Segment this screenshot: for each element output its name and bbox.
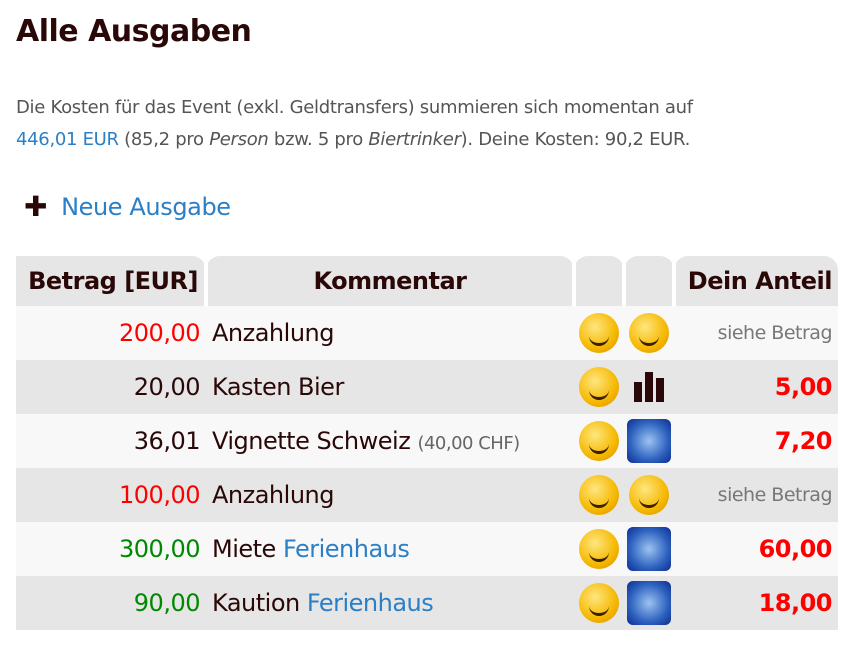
amount: 200,00	[16, 306, 206, 360]
comment: Kaution Ferienhaus	[206, 576, 574, 630]
comment: Miete Ferienhaus	[206, 522, 574, 576]
participants-cell	[624, 576, 674, 630]
header-icon1	[572, 256, 624, 306]
new-expense-label: Neue Ausgabe	[61, 192, 231, 221]
new-expense-button[interactable]: ✚ Neue Ausgabe	[24, 190, 231, 223]
page-title: Alle Ausgaben	[16, 14, 252, 49]
participants-cell	[624, 360, 674, 414]
photo-icon[interactable]	[627, 419, 671, 463]
your-share: siehe Betrag	[674, 306, 838, 360]
comment: Vignette Schweiz (40,00 CHF)	[206, 414, 574, 468]
beer-label: Biertrinker	[368, 129, 461, 150]
table-row[interactable]: 36,01 Vignette Schweiz (40,00 CHF) 7,20	[16, 414, 838, 468]
person-label: Person	[209, 129, 269, 150]
total-link[interactable]: 446,01 EUR	[16, 129, 119, 150]
payer-cell	[574, 414, 624, 468]
comment-link[interactable]: Ferienhaus	[306, 589, 434, 617]
header-comment[interactable]: Kommentar	[204, 256, 574, 306]
smiley-icon[interactable]	[579, 529, 619, 569]
comment: Anzahlung	[206, 468, 574, 522]
header-share[interactable]: Dein Anteil	[672, 256, 838, 306]
comment-text: Vignette Schweiz	[212, 427, 411, 455]
smiley-laughing-icon[interactable]	[579, 475, 619, 515]
payer-cell	[574, 360, 624, 414]
smiley-laughing-icon[interactable]	[579, 421, 619, 461]
comment-text: Anzahlung	[212, 481, 334, 509]
table-row[interactable]: 20,00 Kasten Bier 5,00	[16, 360, 838, 414]
summary-text: bzw. 5 pro	[268, 129, 369, 150]
your-share: 18,00	[674, 576, 838, 630]
cost-summary: Die Kosten für das Event (exkl. Geldtran…	[16, 92, 836, 156]
your-share: 7,20	[674, 414, 838, 468]
participants-cell	[624, 468, 674, 522]
payer-cell	[574, 522, 624, 576]
amount: 36,01	[16, 414, 206, 468]
table-row[interactable]: 100,00 Anzahlung siehe Betrag	[16, 468, 838, 522]
amount: 300,00	[16, 522, 206, 576]
comment-text: Kaution	[212, 589, 300, 617]
participants-cell	[624, 414, 674, 468]
comment-text: Anzahlung	[212, 319, 334, 347]
smiley-icon[interactable]	[629, 475, 669, 515]
summary-text: (85,2 pro	[118, 129, 210, 150]
amount: 100,00	[16, 468, 206, 522]
header-amount[interactable]: Betrag [EUR]	[16, 256, 206, 306]
smiley-icon[interactable]	[579, 583, 619, 623]
payer-cell	[574, 468, 624, 522]
expenses-table: Betrag [EUR] Kommentar Dein Anteil 200,0…	[16, 256, 838, 630]
table-row[interactable]: 300,00 Miete Ferienhaus 60,00	[16, 522, 838, 576]
smiley-laughing-icon[interactable]	[579, 313, 619, 353]
comment: Kasten Bier	[206, 360, 574, 414]
bar-chart-icon[interactable]	[634, 372, 664, 402]
comment-link[interactable]: Ferienhaus	[282, 535, 410, 563]
photo-icon[interactable]	[627, 581, 671, 625]
your-share: 5,00	[674, 360, 838, 414]
participants-cell	[624, 306, 674, 360]
comment: Anzahlung	[206, 306, 574, 360]
smiley-icon[interactable]	[629, 313, 669, 353]
table-row[interactable]: 200,00 Anzahlung siehe Betrag	[16, 306, 838, 360]
your-share: 60,00	[674, 522, 838, 576]
amount: 90,00	[16, 576, 206, 630]
header-icon2	[622, 256, 674, 306]
amount: 20,00	[16, 360, 206, 414]
payer-cell	[574, 576, 624, 630]
summary-text: Die Kosten für das Event (exkl. Geldtran…	[16, 97, 693, 118]
your-share: siehe Betrag	[674, 468, 838, 522]
smiley-teeth-icon[interactable]	[579, 367, 619, 407]
payer-cell	[574, 306, 624, 360]
plus-icon: ✚	[24, 190, 48, 223]
summary-text: ). Deine Kosten: 90,2 EUR.	[460, 129, 691, 150]
comment-text: Kasten Bier	[212, 373, 344, 401]
photo-icon[interactable]	[627, 527, 671, 571]
table-row[interactable]: 90,00 Kaution Ferienhaus 18,00	[16, 576, 838, 630]
participants-cell	[624, 522, 674, 576]
comment-text: Miete	[212, 535, 276, 563]
original-currency: (40,00 CHF)	[417, 433, 520, 454]
